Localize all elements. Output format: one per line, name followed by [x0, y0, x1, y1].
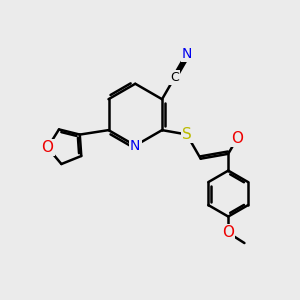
Text: S: S: [182, 127, 192, 142]
Text: C: C: [170, 71, 179, 84]
Text: O: O: [231, 131, 243, 146]
Text: O: O: [42, 140, 54, 155]
Text: O: O: [222, 225, 234, 240]
Text: N: N: [130, 139, 140, 153]
Text: N: N: [182, 47, 192, 61]
